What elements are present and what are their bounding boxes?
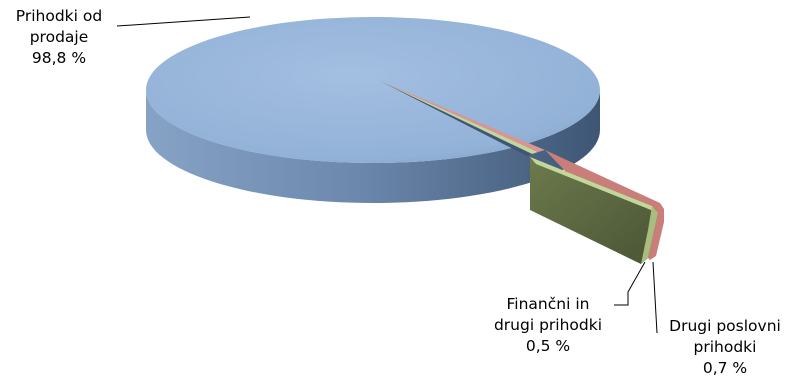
slice-face-financni-in-drugi-prihodki (530, 157, 658, 264)
label-drugi-poslovni-prihodki: Drugi poslovni prihodki 0,7 % (654, 316, 796, 379)
slice-top-drugi-poslovni-prihodki (378, 80, 545, 152)
label-prihodki-od-prodaje: Prihodki od prodaje 98,8 % (4, 6, 114, 69)
label-line: Prihodki od (15, 7, 103, 25)
slice-edge-right-financni (641, 206, 658, 264)
label-line: prihodki (693, 338, 757, 356)
label-line: Finančni in (506, 295, 590, 313)
slice-edge-financni-in-drugi-prihodki (530, 157, 658, 213)
label-value: 0,5 % (525, 337, 571, 355)
label-line: drugi prihodki (493, 316, 603, 334)
slice-side-prihodki-od-prodaje (146, 90, 600, 203)
label-line: Drugi poslovni (669, 317, 781, 335)
slice-crease (378, 80, 532, 156)
label-value: 0,7 % (702, 359, 748, 377)
leader-line-prihodki-od-prodaje (116, 16, 251, 27)
leader-line-financni-in-drugi-prihodki (614, 261, 646, 306)
label-value: 98,8 % (31, 49, 87, 67)
label-financni-in-drugi-prihodki: Finančni in drugi prihodki 0,5 % (482, 294, 614, 357)
label-line: prodaje (29, 28, 89, 46)
slice-top-financni-in-drugi-prihodki (378, 80, 538, 154)
leader-line-drugi-poslovni-prihodki (652, 261, 658, 334)
slice-top-prihodki-od-prodaje (146, 17, 600, 163)
